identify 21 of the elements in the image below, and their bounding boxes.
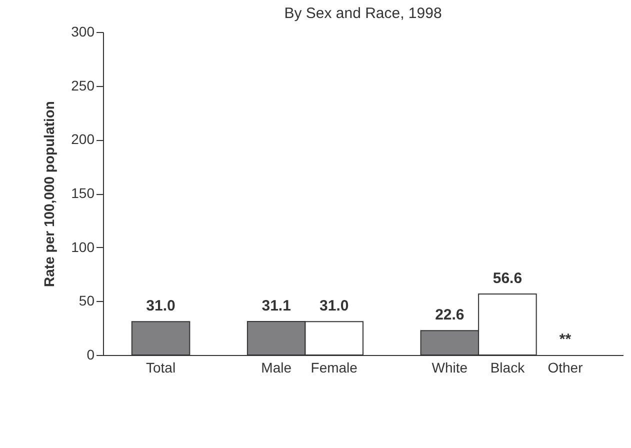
data-label: 31.0 xyxy=(320,298,349,315)
data-label: 31.0 xyxy=(146,298,176,315)
x-tick-label: Female xyxy=(310,360,358,376)
x-tick-label: Total xyxy=(146,360,176,376)
y-axis-title: Rate per 100,000 population xyxy=(41,101,58,287)
y-tick-label: 200 xyxy=(71,131,95,148)
x-tick-label: White xyxy=(432,360,468,376)
y-tick-label: 300 xyxy=(71,24,95,40)
chart-title: By Sex and Race, 1998 xyxy=(284,5,442,22)
x-tick-label: Black xyxy=(490,360,526,376)
y-tick-label: 50 xyxy=(78,292,95,309)
y-tick-label: 100 xyxy=(71,238,95,255)
data-label: 22.6 xyxy=(435,306,464,324)
y-tick-label: 150 xyxy=(71,185,95,201)
text: ** xyxy=(559,331,572,348)
x-tick-label: Male xyxy=(261,360,292,376)
y-tick-label: 0 xyxy=(86,346,95,362)
y-tick-label: 250 xyxy=(71,77,95,94)
data-label: 31.1 xyxy=(262,298,291,315)
data-label: 56.6 xyxy=(492,270,522,288)
x-tick-label: Other xyxy=(548,360,584,376)
